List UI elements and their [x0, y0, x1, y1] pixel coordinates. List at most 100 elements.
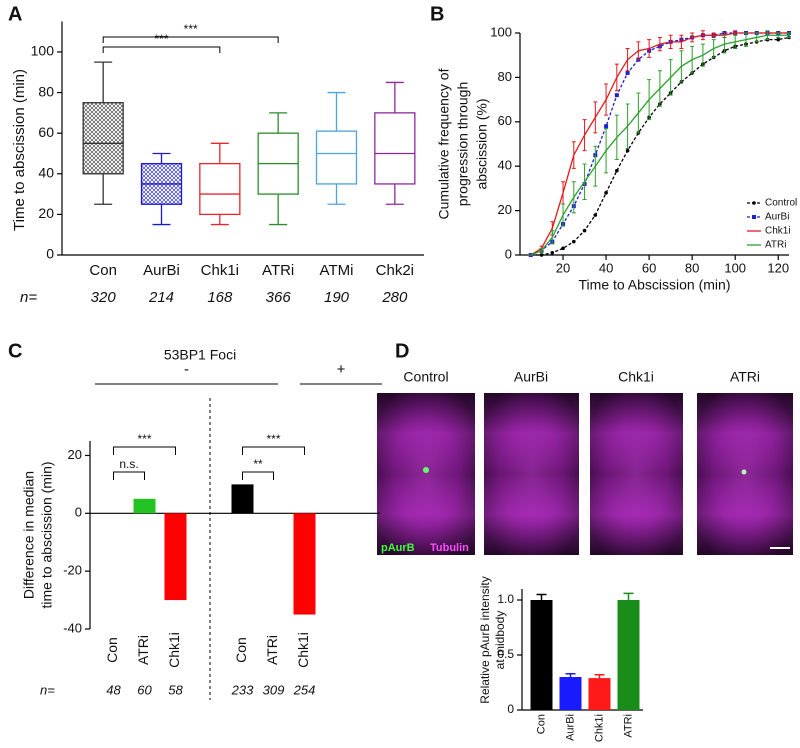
x-tick-label: Con — [104, 637, 120, 663]
error-bar — [668, 34, 673, 50]
error-bar — [711, 39, 716, 58]
y-tick-label: 20 — [68, 447, 82, 462]
series-line — [530, 36, 790, 256]
error-bar — [776, 32, 781, 38]
bar — [133, 498, 156, 514]
significance-label: *** — [266, 432, 280, 446]
error-bar — [614, 63, 619, 92]
y-tick-label: 1.0 — [497, 592, 514, 606]
legend-label: ATRi — [765, 240, 786, 251]
y-axis-label: Relative pAurB intensity — [478, 576, 492, 703]
bar — [559, 677, 582, 710]
significance-bracket — [242, 446, 305, 455]
n-value: 60 — [137, 682, 152, 697]
point — [593, 213, 598, 217]
x-tick-label: Con — [233, 637, 249, 663]
error-bar — [561, 203, 566, 227]
point — [539, 253, 544, 257]
significance-bracket — [102, 46, 221, 53]
x-tick-label: 80 — [685, 260, 699, 275]
x-axis-label: Time to Abscission (min) — [579, 277, 731, 293]
point — [572, 239, 576, 244]
x-tick-label: Chk1i — [295, 632, 311, 668]
x-tick-label: Chk1i — [593, 714, 605, 742]
error-bar — [625, 48, 630, 72]
point — [582, 228, 587, 233]
x-tick-label: 60 — [642, 260, 656, 275]
y-tick-label: 100 — [490, 24, 512, 39]
n-value: 366 — [266, 289, 292, 306]
error-bar — [593, 101, 598, 134]
error-bar — [604, 83, 609, 116]
y-tick-label: 20 — [498, 202, 512, 217]
bar — [164, 513, 187, 601]
panel-label: D — [395, 340, 409, 362]
error-bar — [647, 39, 652, 58]
n-value: 233 — [231, 682, 254, 697]
error-bar — [604, 127, 609, 174]
legend-label: Chk1i — [765, 226, 791, 237]
y-axis-label: progression through — [455, 82, 471, 207]
n-value: 214 — [148, 289, 174, 306]
y-axis-label: Time to abscission (min) — [11, 69, 28, 231]
point — [625, 148, 630, 153]
y-tick-label: 0 — [507, 702, 514, 716]
series-line — [530, 32, 789, 256]
legend-marker — [752, 215, 756, 219]
series-line — [530, 34, 789, 256]
legend-label: AurBi — [765, 212, 789, 223]
significance-bracket — [113, 471, 145, 480]
y-axis-label: abscission (%) — [474, 98, 490, 189]
y-tick-label: 20 — [38, 205, 54, 221]
x-tick-label: AurBi — [143, 262, 180, 279]
error-bar — [571, 141, 576, 169]
x-tick-label: ATMi — [320, 262, 354, 279]
error-bar — [565, 672, 576, 677]
y-axis-label: Difference in median — [21, 471, 37, 599]
panel-label: C — [8, 340, 22, 362]
point — [614, 93, 619, 98]
error-bar — [536, 593, 547, 600]
y-tick-label: 80 — [38, 83, 54, 99]
x-tick-label: ATRi — [622, 714, 634, 738]
y-tick-label: 0 — [75, 505, 82, 520]
x-tick-label: Chk1i — [201, 262, 239, 279]
n-value: 190 — [324, 289, 350, 306]
midbody-signal — [423, 467, 429, 473]
error-bar — [593, 145, 598, 187]
micrograph-overlay — [377, 393, 475, 555]
error-bar — [711, 32, 716, 38]
n-value: 320 — [91, 289, 117, 306]
image-label: AurBi — [514, 369, 548, 385]
error-bar — [700, 30, 705, 41]
significance-bracket — [102, 36, 279, 43]
error-bar — [679, 50, 684, 83]
channel-label: pAurB — [381, 542, 415, 554]
panel-label: A — [8, 3, 22, 25]
x-tick-label: Con — [89, 262, 117, 279]
y-tick-label: 0.5 — [497, 647, 514, 661]
micrograph-overlay — [590, 393, 683, 555]
x-tick-label: AurBi — [564, 714, 576, 741]
n-value: 58 — [168, 682, 183, 697]
chart-title: 53BP1 Foci — [164, 347, 236, 363]
error-bar — [722, 34, 727, 54]
error-bar — [636, 41, 641, 61]
legend-marker — [752, 201, 756, 205]
x-tick-label: 120 — [767, 260, 789, 275]
point — [604, 124, 609, 129]
point — [604, 191, 608, 195]
error-bar — [571, 181, 576, 214]
y-tick-label: -20 — [63, 563, 82, 578]
significance-bracket — [113, 446, 176, 455]
error-bar — [690, 32, 695, 43]
error-bar — [765, 30, 770, 41]
significance-label: ** — [253, 457, 263, 471]
n-value: 48 — [106, 682, 121, 697]
image-label: Control — [403, 369, 448, 385]
significance-bracket — [242, 471, 274, 480]
x-tick-label: ATRi — [262, 262, 294, 279]
bar — [588, 678, 611, 710]
y-tick-label: 100 — [31, 43, 55, 59]
